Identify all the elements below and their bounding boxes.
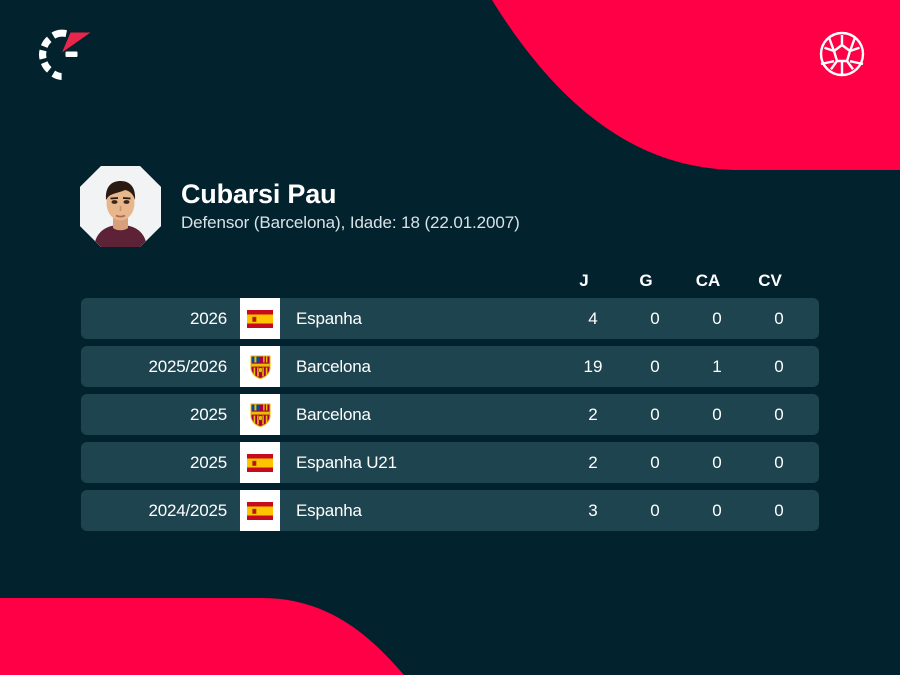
player-text-block: Cubarsi Pau Defensor (Barcelona), Idade:… [181, 180, 520, 232]
cell-team: Espanha [296, 308, 362, 328]
cell-g: 0 [650, 404, 660, 424]
cell-flag [240, 442, 280, 483]
row-right-pad [810, 490, 819, 531]
flashscore-logo-icon[interactable] [34, 26, 94, 82]
cell-cv: 0 [774, 308, 784, 328]
bottom-left-red-shape [0, 598, 404, 675]
table-row[interactable]: 2025 Barcelona 2 0 0 0 [81, 394, 819, 435]
cell-ca: 0 [712, 308, 722, 328]
cell-season: 2026 [189, 308, 227, 328]
row-right-pad [810, 346, 819, 387]
cell-team: Barcelona [296, 404, 371, 424]
avatar[interactable] [80, 166, 161, 247]
career-stats-table: J G CA CV 2026 Espanha 4 0 0 0 2025/2026 Barcel… [81, 264, 819, 538]
cell-flag [240, 490, 280, 531]
cell-cv: 0 [774, 500, 784, 520]
column-header-j: J [579, 271, 589, 290]
cell-ca: 0 [712, 452, 722, 472]
player-headshot [80, 166, 161, 247]
cell-cv: 0 [774, 356, 784, 376]
cell-ca: 1 [712, 356, 722, 376]
cell-j: 2 [588, 452, 598, 472]
cell-j: 4 [588, 308, 598, 328]
table-header-row: J G CA CV [81, 264, 819, 298]
page-title: Cubarsi Pau [181, 179, 337, 210]
row-right-pad [810, 442, 819, 483]
cell-g: 0 [650, 308, 660, 328]
cell-team: Espanha [296, 500, 362, 520]
player-meta: Defensor (Barcelona), Idade: 18 (22.01.2… [181, 212, 520, 232]
cell-ca: 0 [712, 500, 722, 520]
table-row[interactable]: 2025/2026 Barcelona 19 0 1 0 [81, 346, 819, 387]
spain-flag-icon [247, 310, 273, 328]
row-right-pad [810, 394, 819, 435]
cell-flag [240, 394, 280, 435]
table-row[interactable]: 2026 Espanha 4 0 0 0 [81, 298, 819, 339]
cell-season: 2025 [189, 404, 227, 424]
spain-flag-icon [247, 502, 273, 520]
cell-cv: 0 [774, 404, 784, 424]
cell-cv: 0 [774, 452, 784, 472]
cell-season: 2025 [189, 452, 227, 472]
cell-j: 19 [583, 356, 603, 376]
cell-j: 3 [588, 500, 598, 520]
table-body: 2026 Espanha 4 0 0 0 2025/2026 Barcelona 19 0 1 0 20… [81, 298, 819, 531]
cell-flag [240, 298, 280, 339]
cell-j: 2 [588, 404, 598, 424]
cell-ca: 0 [712, 404, 722, 424]
row-right-pad [810, 298, 819, 339]
barcelona-crest-icon [250, 355, 271, 379]
column-header-cv: CV [758, 271, 782, 290]
cell-team: Espanha U21 [296, 452, 397, 472]
spain-flag-icon [247, 454, 273, 472]
column-header-g: G [639, 271, 653, 290]
cell-team: Barcelona [296, 356, 371, 376]
cell-season: 2024/2025 [148, 500, 227, 520]
column-header-ca: CA [695, 271, 721, 290]
soccer-ball-icon[interactable] [816, 28, 868, 80]
barcelona-crest-icon [250, 403, 271, 427]
header-bar [0, 0, 900, 168]
cell-season: 2025/2026 [148, 356, 227, 376]
table-row[interactable]: 2025 Espanha U21 2 0 0 0 [81, 442, 819, 483]
player-identity: Cubarsi Pau Defensor (Barcelona), Idade:… [80, 166, 520, 247]
cell-g: 0 [650, 452, 660, 472]
cell-g: 0 [650, 356, 660, 376]
cell-g: 0 [650, 500, 660, 520]
cell-flag [240, 346, 280, 387]
table-row[interactable]: 2024/2025 Espanha 3 0 0 0 [81, 490, 819, 531]
